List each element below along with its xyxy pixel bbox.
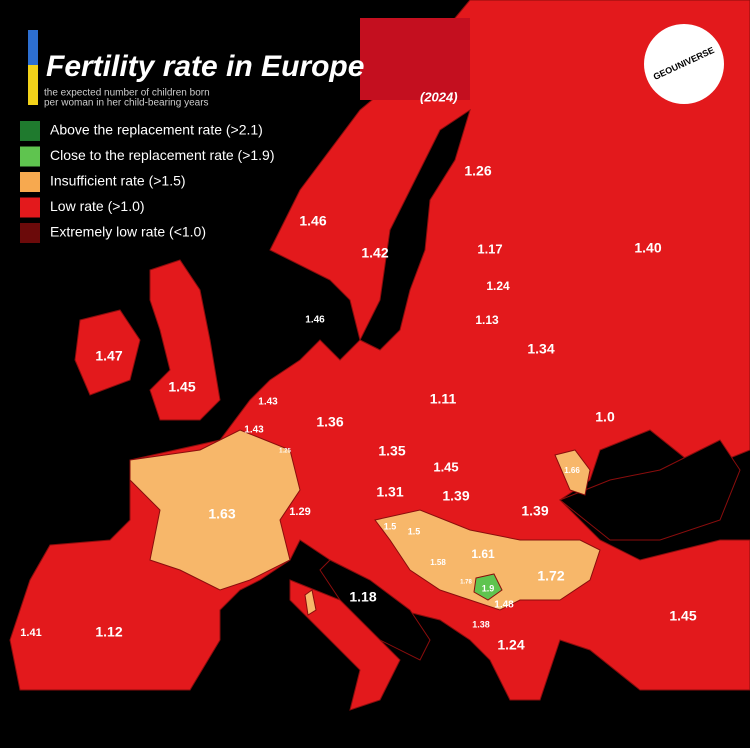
country-rate: 1.5 bbox=[408, 526, 421, 536]
country-rate: 1.61 bbox=[471, 547, 495, 561]
land bbox=[9, 0, 750, 711]
country-rate: 1.43 bbox=[258, 397, 278, 408]
country-rate: 1.41 bbox=[20, 627, 41, 639]
country-rate: 1.45 bbox=[168, 379, 195, 395]
country-rate: 1.0 bbox=[595, 409, 615, 425]
country-rate: 1.39 bbox=[521, 503, 548, 519]
corsica bbox=[304, 589, 317, 616]
labels: 1.26 1.46 1.42 1.17 1.40 1.24 1.46 1.13 1.47 1.34… bbox=[20, 163, 697, 653]
kosovo bbox=[473, 573, 503, 601]
baltic-sea bbox=[359, 108, 471, 351]
legend-swatch bbox=[20, 172, 40, 192]
country-rate: 1.11 bbox=[430, 391, 457, 407]
country-rate: 1.63 bbox=[208, 506, 235, 522]
country-rate: 1.78 bbox=[460, 580, 472, 586]
country-rate: 1.40 bbox=[634, 240, 661, 256]
country-rate: 1.17 bbox=[477, 241, 502, 256]
country-rate: 1.43 bbox=[244, 425, 264, 436]
legend-swatch bbox=[20, 146, 40, 167]
country-rate: 1.26 bbox=[464, 163, 491, 179]
flag-yellow bbox=[28, 65, 38, 105]
country-rate: 1.38 bbox=[472, 619, 490, 629]
logo-circle bbox=[644, 24, 724, 104]
subtitle: per woman in her child-bearing years bbox=[44, 98, 209, 109]
ireland bbox=[74, 309, 141, 396]
britain bbox=[149, 259, 221, 421]
country-rate: 1.29 bbox=[289, 506, 310, 518]
country-rate: 1.24 bbox=[486, 279, 510, 293]
legend-label: Insufficient rate (>1.5) bbox=[50, 173, 186, 189]
moldova bbox=[554, 449, 591, 496]
country-rate: 1.5 bbox=[384, 521, 397, 531]
black-sea bbox=[559, 439, 741, 541]
country-rate: 1.48 bbox=[494, 600, 514, 611]
year: (2024) bbox=[420, 89, 458, 104]
country-rate: 1.13 bbox=[475, 313, 499, 327]
flag-blue bbox=[28, 30, 38, 65]
balkans bbox=[374, 509, 601, 611]
country-rate: 1.42 bbox=[361, 245, 388, 261]
country-rate: 1.66 bbox=[564, 466, 580, 475]
country-rate: 1.35 bbox=[378, 443, 405, 459]
title: Fertility rate in Europe bbox=[46, 50, 364, 83]
country-rate: 1.46 bbox=[299, 213, 326, 229]
legend-swatch bbox=[20, 223, 40, 243]
header-badge bbox=[360, 18, 470, 100]
adriatic bbox=[319, 559, 431, 661]
country-rate: 1.12 bbox=[95, 624, 122, 640]
subtitle: the expected number of children born bbox=[44, 88, 210, 99]
country-rate: 1.25 bbox=[279, 449, 291, 455]
country-rate: 1.72 bbox=[537, 568, 564, 584]
country-rate: 1.46 bbox=[305, 315, 325, 326]
country-rate: 1.45 bbox=[669, 608, 696, 624]
country-rate: 1.34 bbox=[527, 341, 554, 357]
legend-label: Extremely low rate (<1.0) bbox=[50, 224, 206, 240]
legend-swatch bbox=[20, 197, 40, 218]
country-rate: 1.45 bbox=[433, 459, 458, 474]
country-rate: 1.9 bbox=[482, 583, 495, 593]
legend-label: Above the replacement rate (>2.1) bbox=[50, 122, 263, 138]
country-rate: 1.47 bbox=[95, 348, 122, 364]
italy bbox=[289, 579, 401, 711]
legend-label: Close to the replacement rate (>1.9) bbox=[50, 147, 275, 163]
country-rate: 1.58 bbox=[430, 558, 446, 567]
legend-label: Low rate (>1.0) bbox=[50, 198, 145, 214]
country-rate: 1.39 bbox=[442, 488, 469, 504]
country-rate: 1.18 bbox=[349, 589, 376, 605]
country-rate: 1.24 bbox=[497, 637, 524, 653]
legend: Above the replacement rate (>2.1) Close t… bbox=[20, 121, 275, 243]
country-rate: 1.36 bbox=[316, 414, 343, 430]
country-rate: 1.31 bbox=[376, 484, 403, 500]
france bbox=[129, 429, 301, 591]
legend-swatch bbox=[20, 121, 40, 141]
